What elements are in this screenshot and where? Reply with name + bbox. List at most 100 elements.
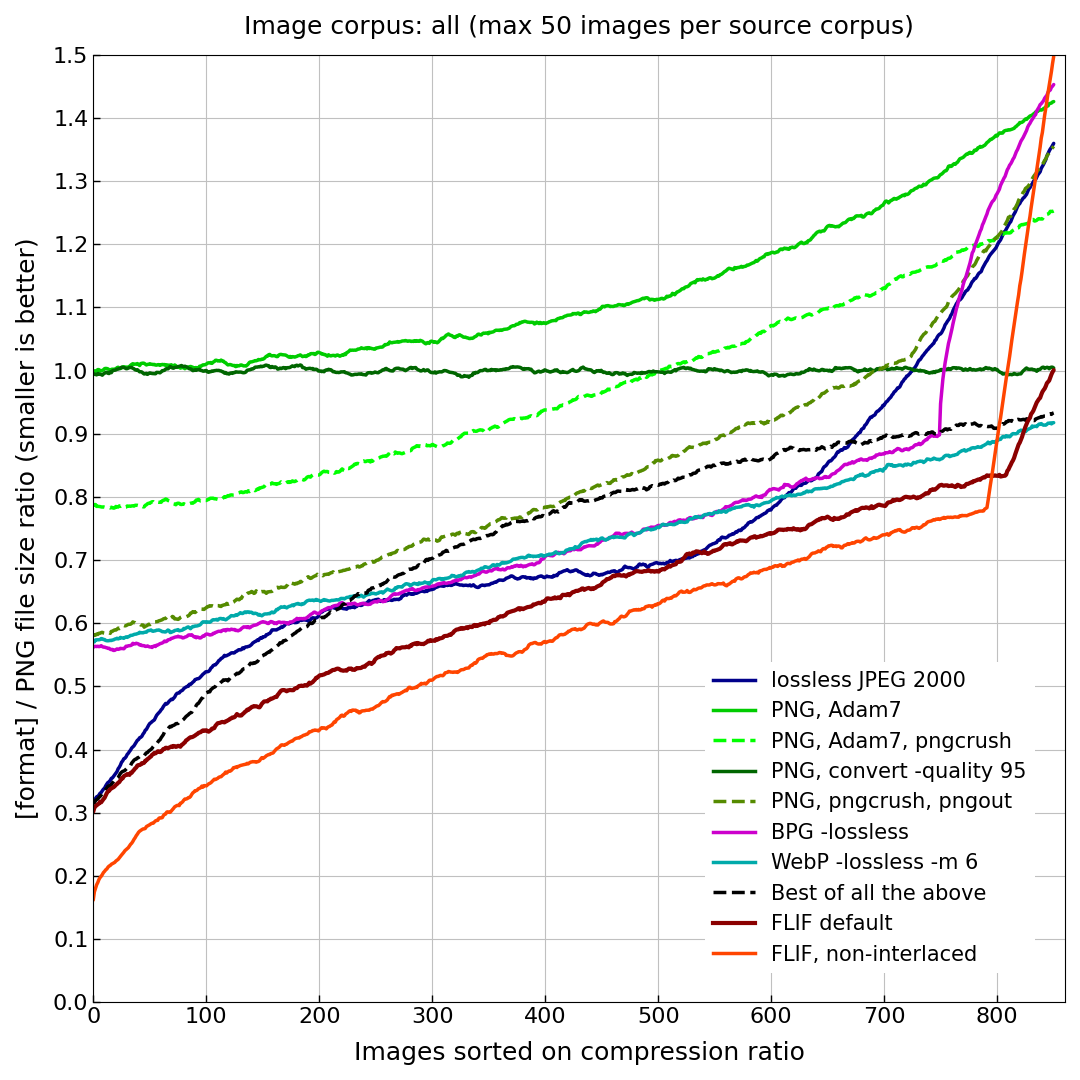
WebP -lossless -m 6 — [690, 511, 703, 524]
FLIF, non-interlaced — [659, 593, 672, 606]
PNG, convert -quality 95 — [86, 367, 99, 380]
PNG, Adam7 — [1048, 95, 1061, 108]
PNG, pngcrush, pngout — [843, 380, 856, 393]
PNG, pngcrush, pngout — [1041, 148, 1054, 161]
Line: PNG, pngcrush, pngout: PNG, pngcrush, pngout — [93, 146, 1054, 635]
PNG, convert -quality 95 — [462, 370, 475, 383]
FLIF, non-interlaced — [607, 617, 620, 630]
PNG, convert -quality 95 — [691, 364, 704, 377]
FLIF, non-interlaced — [86, 893, 99, 906]
FLIF, non-interlaced — [842, 538, 855, 551]
PNG, Adam7 — [86, 364, 99, 377]
FLIF default — [689, 545, 702, 558]
Line: FLIF, non-interlaced: FLIF, non-interlaced — [93, 56, 1054, 900]
PNG, pngcrush, pngout — [86, 627, 99, 640]
WebP -lossless -m 6 — [86, 635, 99, 648]
WebP -lossless -m 6 — [1041, 417, 1054, 430]
WebP -lossless -m 6 — [87, 635, 100, 648]
FLIF default — [607, 569, 620, 582]
Best of all the above — [608, 486, 621, 499]
FLIF default — [1040, 377, 1053, 390]
FLIF, non-interlaced — [192, 782, 205, 795]
PNG, Adam7 — [89, 365, 102, 378]
lossless JPEG 2000 — [1040, 149, 1053, 162]
PNG, Adam7 — [660, 289, 673, 302]
lossless JPEG 2000 — [842, 438, 855, 451]
PNG, Adam7 — [608, 299, 621, 312]
lossless JPEG 2000 — [689, 549, 702, 562]
PNG, pngcrush, pngout — [608, 473, 621, 486]
PNG, pngcrush, pngout — [193, 603, 206, 616]
BPG -lossless — [1041, 85, 1054, 98]
Line: BPG -lossless: BPG -lossless — [93, 84, 1054, 650]
PNG, Adam7, pngcrush — [690, 351, 703, 364]
lossless JPEG 2000 — [659, 557, 672, 570]
PNG, Adam7, pngcrush — [843, 294, 856, 307]
PNG, Adam7 — [1041, 99, 1054, 112]
PNG, pngcrush, pngout — [1048, 139, 1061, 152]
Line: lossless JPEG 2000: lossless JPEG 2000 — [93, 144, 1054, 802]
PNG, Adam7, pngcrush — [660, 362, 673, 375]
BPG -lossless — [608, 528, 621, 541]
PNG, Adam7, pngcrush — [1041, 207, 1054, 220]
FLIF, non-interlaced — [1048, 50, 1061, 63]
PNG, Adam7 — [843, 213, 856, 226]
PNG, convert -quality 95 — [1042, 362, 1055, 375]
PNG, Adam7 — [193, 360, 206, 373]
BPG -lossless — [107, 644, 120, 657]
PNG, pngcrush, pngout — [87, 629, 100, 642]
Best of all the above — [690, 467, 703, 480]
PNG, pngcrush, pngout — [690, 440, 703, 453]
Best of all the above — [660, 476, 673, 489]
WebP -lossless -m 6 — [1048, 416, 1061, 429]
Best of all the above — [86, 796, 99, 809]
WebP -lossless -m 6 — [843, 473, 856, 486]
PNG, convert -quality 95 — [845, 362, 858, 375]
BPG -lossless — [690, 512, 703, 525]
lossless JPEG 2000 — [1048, 137, 1061, 150]
BPG -lossless — [843, 457, 856, 470]
Title: Image corpus: all (max 50 images per source corpus): Image corpus: all (max 50 images per sou… — [244, 15, 914, 39]
WebP -lossless -m 6 — [660, 518, 673, 531]
Best of all the above — [87, 797, 100, 810]
BPG -lossless — [193, 632, 206, 645]
Line: FLIF default: FLIF default — [93, 370, 1054, 811]
BPG -lossless — [660, 518, 673, 531]
FLIF default — [1048, 364, 1061, 377]
lossless JPEG 2000 — [86, 796, 99, 809]
Best of all the above — [843, 435, 856, 448]
PNG, convert -quality 95 — [661, 365, 674, 378]
Line: Best of all the above: Best of all the above — [93, 413, 1054, 804]
PNG, convert -quality 95 — [192, 363, 205, 376]
Best of all the above — [1048, 406, 1061, 419]
X-axis label: Images sorted on compression ratio: Images sorted on compression ratio — [353, 1041, 805, 1065]
Line: PNG, Adam7: PNG, Adam7 — [93, 102, 1054, 372]
Legend: lossless JPEG 2000, PNG, Adam7, PNG, Adam7, pngcrush, PNG, convert -quality 95, : lossless JPEG 2000, PNG, Adam7, PNG, Ada… — [704, 662, 1035, 973]
WebP -lossless -m 6 — [193, 619, 206, 632]
Line: PNG, convert -quality 95: PNG, convert -quality 95 — [93, 365, 1054, 377]
lossless JPEG 2000 — [192, 672, 205, 685]
FLIF default — [192, 727, 205, 740]
BPG -lossless — [86, 640, 99, 653]
FLIF default — [86, 805, 99, 818]
PNG, Adam7, pngcrush — [1048, 204, 1061, 217]
Line: PNG, Adam7, pngcrush: PNG, Adam7, pngcrush — [93, 211, 1054, 509]
PNG, Adam7, pngcrush — [193, 494, 206, 507]
PNG, convert -quality 95 — [294, 359, 307, 372]
Best of all the above — [193, 696, 206, 708]
PNG, convert -quality 95 — [1048, 362, 1061, 375]
PNG, Adam7, pngcrush — [86, 499, 99, 512]
PNG, convert -quality 95 — [609, 366, 622, 379]
PNG, pngcrush, pngout — [660, 453, 673, 465]
FLIF, non-interlaced — [689, 583, 702, 596]
PNG, Adam7, pngcrush — [107, 502, 120, 515]
BPG -lossless — [1048, 78, 1061, 91]
FLIF default — [659, 562, 672, 575]
Line: WebP -lossless -m 6: WebP -lossless -m 6 — [93, 422, 1054, 642]
Y-axis label: [format] / PNG file size ratio (smaller is better): [format] / PNG file size ratio (smaller … — [15, 238, 39, 820]
Best of all the above — [1041, 408, 1054, 421]
FLIF default — [842, 508, 855, 521]
WebP -lossless -m 6 — [608, 530, 621, 543]
FLIF, non-interlaced — [1040, 95, 1053, 108]
lossless JPEG 2000 — [607, 565, 620, 578]
